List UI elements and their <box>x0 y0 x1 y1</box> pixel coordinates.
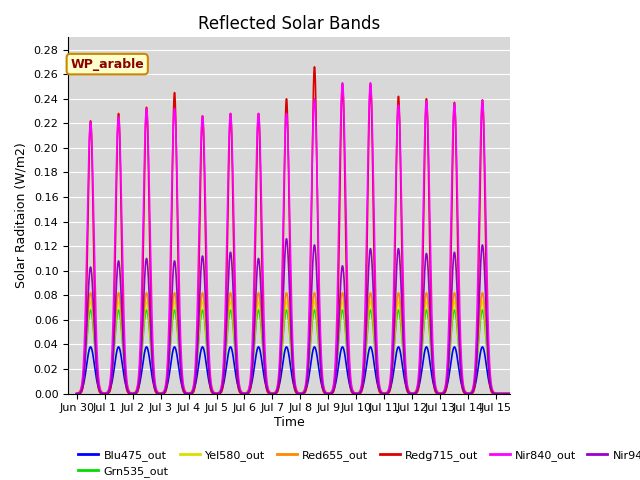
Blu475_out <box>371 369 379 375</box>
Title: Reflected Solar Bands: Reflected Solar Bands <box>198 15 380 33</box>
Nir945_out <box>362 323 370 328</box>
Blu475_out <box>86 344 94 350</box>
Nir945_out <box>73 391 81 396</box>
Grn535_out <box>371 352 379 358</box>
Nir840_out <box>150 361 157 367</box>
Yel580_out <box>520 391 528 396</box>
Grn535_out <box>424 310 431 315</box>
Redg715_out <box>310 64 318 70</box>
Grn535_out <box>417 362 424 368</box>
Nir945_out <box>150 376 157 382</box>
Nir945_out <box>417 358 424 364</box>
Redg715_out <box>371 322 379 328</box>
Legend: Blu475_out, Grn535_out, Yel580_out, Red655_out, Redg715_out, Nir840_out, Nir945_: Blu475_out, Grn535_out, Yel580_out, Red6… <box>74 445 640 480</box>
Line: Nir840_out: Nir840_out <box>77 83 524 394</box>
Grn535_out <box>86 307 94 313</box>
Blu475_out <box>73 391 81 396</box>
Line: Blu475_out: Blu475_out <box>77 347 524 394</box>
Nir945_out <box>283 236 291 242</box>
Red655_out <box>520 391 528 396</box>
Nir840_out <box>404 384 412 390</box>
Red655_out <box>362 333 370 338</box>
Line: Yel580_out: Yel580_out <box>77 301 524 394</box>
Line: Nir945_out: Nir945_out <box>77 239 524 394</box>
Line: Redg715_out: Redg715_out <box>77 67 524 394</box>
Blu475_out <box>520 391 528 396</box>
Red655_out <box>73 391 81 396</box>
Nir945_out <box>404 387 412 393</box>
Yel580_out <box>73 391 81 396</box>
Red655_out <box>371 344 379 350</box>
Yel580_out <box>417 359 424 365</box>
Redg715_out <box>150 380 157 385</box>
Red655_out <box>404 384 412 390</box>
Nir840_out <box>417 323 424 329</box>
Nir840_out <box>367 80 374 86</box>
Blu475_out <box>424 345 431 351</box>
Grn535_out <box>73 391 81 396</box>
Redg715_out <box>424 111 431 117</box>
Nir945_out <box>371 340 379 346</box>
Blu475_out <box>150 382 157 388</box>
Nir840_out <box>424 109 431 115</box>
Yel580_out <box>371 348 379 354</box>
Redg715_out <box>404 389 412 395</box>
Line: Red655_out: Red655_out <box>77 293 524 394</box>
Y-axis label: Solar Raditaion (W/m2): Solar Raditaion (W/m2) <box>15 143 28 288</box>
Grn535_out <box>362 343 370 348</box>
Redg715_out <box>520 391 528 396</box>
Nir840_out <box>371 282 379 288</box>
Red655_out <box>424 293 431 299</box>
Grn535_out <box>520 391 528 396</box>
Nir945_out <box>520 391 528 396</box>
Redg715_out <box>362 286 370 292</box>
Blu475_out <box>362 364 370 370</box>
Redg715_out <box>417 355 424 360</box>
X-axis label: Time: Time <box>274 416 305 429</box>
Yel580_out <box>404 385 412 391</box>
Yel580_out <box>424 301 431 307</box>
Blu475_out <box>404 388 412 394</box>
Line: Grn535_out: Grn535_out <box>77 310 524 394</box>
Yel580_out <box>362 338 370 344</box>
Text: WP_arable: WP_arable <box>70 58 144 71</box>
Redg715_out <box>73 391 81 396</box>
Blu475_out <box>417 375 424 381</box>
Nir840_out <box>520 391 528 396</box>
Red655_out <box>417 356 424 362</box>
Nir840_out <box>362 251 370 256</box>
Grn535_out <box>404 385 412 391</box>
Red655_out <box>150 372 157 378</box>
Nir945_out <box>424 256 431 262</box>
Grn535_out <box>150 376 157 382</box>
Yel580_out <box>86 299 94 304</box>
Yel580_out <box>150 374 157 380</box>
Nir840_out <box>73 391 81 396</box>
Red655_out <box>86 290 94 296</box>
